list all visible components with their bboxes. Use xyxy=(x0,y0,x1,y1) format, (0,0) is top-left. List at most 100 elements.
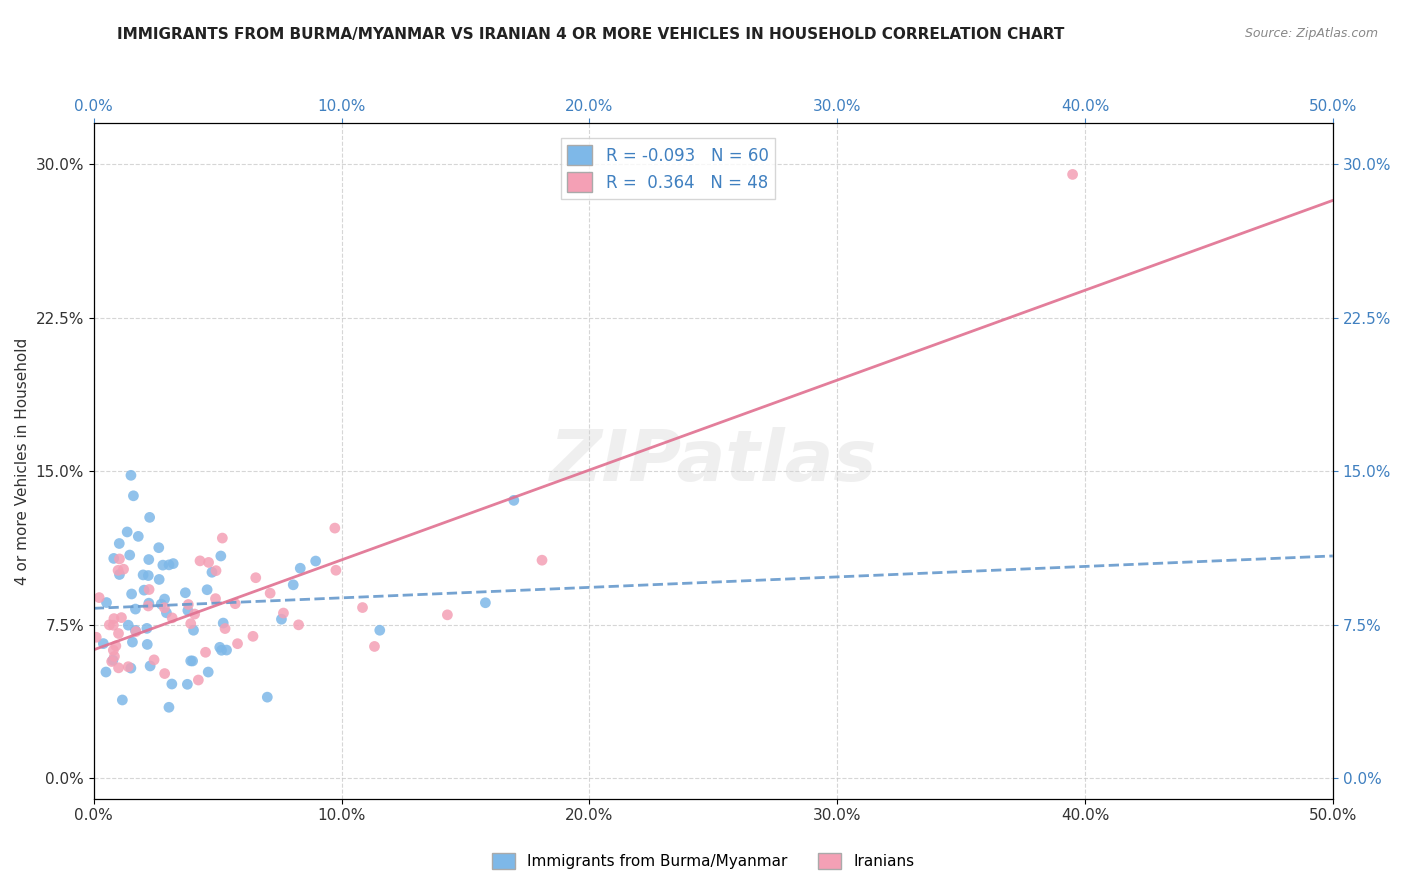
Point xyxy=(108,567,131,582)
Point xyxy=(117,659,139,673)
Point xyxy=(104,639,127,653)
Point xyxy=(287,617,309,632)
Point xyxy=(153,592,176,607)
Point xyxy=(177,603,200,617)
Point xyxy=(215,643,238,657)
Point xyxy=(107,661,129,675)
Point xyxy=(368,624,391,638)
Point xyxy=(187,673,209,687)
Text: IMMIGRANTS FROM BURMA/MYANMAR VS IRANIAN 4 OR MORE VEHICLES IN HOUSEHOLD CORRELA: IMMIGRANTS FROM BURMA/MYANMAR VS IRANIAN… xyxy=(117,27,1064,42)
Point xyxy=(138,582,160,597)
Point xyxy=(138,552,160,566)
Point xyxy=(121,587,143,601)
Point xyxy=(363,640,385,654)
Point xyxy=(224,597,246,611)
Point xyxy=(125,624,148,639)
Point xyxy=(226,637,249,651)
Point xyxy=(120,661,142,675)
Text: ZIPatlas: ZIPatlas xyxy=(550,426,877,495)
Point xyxy=(136,599,159,613)
Point xyxy=(150,597,173,611)
Point xyxy=(204,591,226,606)
Point xyxy=(195,582,218,597)
Point xyxy=(242,629,264,643)
Point xyxy=(127,529,149,543)
Point xyxy=(214,622,236,636)
Point xyxy=(148,541,170,555)
Point xyxy=(283,578,305,592)
Point xyxy=(84,630,107,644)
Point xyxy=(132,583,155,598)
Point xyxy=(96,596,118,610)
Point xyxy=(176,677,198,691)
Point xyxy=(94,665,117,679)
Point xyxy=(212,616,235,631)
Point xyxy=(211,531,233,545)
Point xyxy=(139,659,162,673)
Point xyxy=(157,700,180,714)
Point xyxy=(135,621,157,635)
Point xyxy=(208,640,231,655)
Point xyxy=(93,636,115,650)
Point xyxy=(120,468,142,483)
Point xyxy=(155,606,177,620)
Point xyxy=(474,596,496,610)
Point xyxy=(273,606,295,620)
Point xyxy=(1062,168,1084,182)
Point xyxy=(110,610,132,624)
Point xyxy=(103,612,125,626)
Point xyxy=(138,510,160,524)
Point xyxy=(530,553,553,567)
Point xyxy=(180,616,202,631)
Point xyxy=(290,561,312,575)
Point xyxy=(352,600,374,615)
Point xyxy=(111,693,134,707)
Point xyxy=(108,536,131,550)
Point xyxy=(305,554,328,568)
Point xyxy=(181,654,204,668)
Point xyxy=(209,549,232,563)
Point xyxy=(201,566,224,580)
Point xyxy=(121,635,143,649)
Point xyxy=(98,618,121,632)
Point xyxy=(136,637,159,651)
Point xyxy=(153,666,176,681)
Point xyxy=(197,556,219,570)
Point xyxy=(270,612,292,626)
Point xyxy=(103,551,125,566)
Point xyxy=(183,607,205,621)
Point xyxy=(143,653,166,667)
Point xyxy=(157,558,180,572)
Point xyxy=(108,552,131,566)
Point xyxy=(205,564,228,578)
Point xyxy=(325,563,347,577)
Point xyxy=(174,586,197,600)
Point xyxy=(180,654,202,668)
Point xyxy=(194,645,217,659)
Point xyxy=(117,618,139,632)
Point xyxy=(211,643,233,657)
Point xyxy=(245,571,267,585)
Point xyxy=(100,655,122,669)
Point xyxy=(132,568,155,582)
Point xyxy=(153,600,176,615)
Point xyxy=(197,665,219,679)
Point xyxy=(115,524,138,539)
Point xyxy=(118,548,141,562)
Point xyxy=(183,624,205,638)
Point xyxy=(103,643,125,657)
Legend: R = -0.093   N = 60, R =  0.364   N = 48: R = -0.093 N = 60, R = 0.364 N = 48 xyxy=(561,138,775,199)
Text: Source: ZipAtlas.com: Source: ZipAtlas.com xyxy=(1244,27,1378,40)
Point xyxy=(256,690,278,705)
Point xyxy=(160,611,183,625)
Point xyxy=(502,493,524,508)
Point xyxy=(162,557,184,571)
Point xyxy=(107,563,129,577)
Point xyxy=(103,618,125,632)
Point xyxy=(103,649,125,664)
Point xyxy=(112,562,135,576)
Point xyxy=(323,521,346,535)
Y-axis label: 4 or more Vehicles in Household: 4 or more Vehicles in Household xyxy=(15,337,30,584)
Point xyxy=(124,602,146,616)
Point xyxy=(122,489,145,503)
